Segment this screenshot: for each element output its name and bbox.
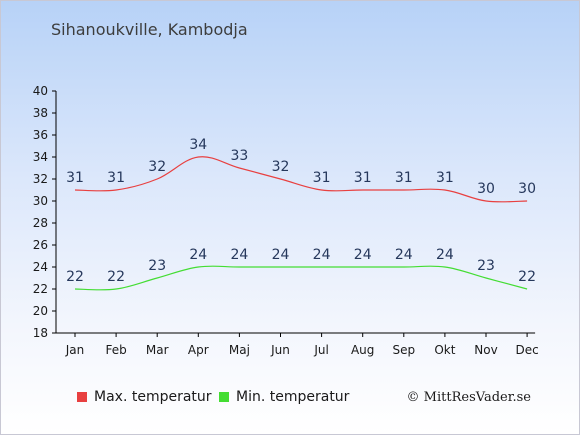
min-temperature-data-label: 24: [354, 247, 372, 263]
legend-swatch-min: [219, 392, 229, 402]
max-temperature-data-label: 30: [518, 181, 536, 197]
y-tick-label: 28: [33, 216, 48, 230]
min-temperature-data-label: 24: [230, 247, 248, 263]
page-title: Sihanoukville, Kambodja: [51, 20, 248, 39]
x-tick-label: Jun: [270, 343, 290, 357]
max-temperature-data-label: 32: [148, 159, 166, 175]
temperature-chart: 18 20 22 24 26 28 30 32 34 36 38 40 Jan Feb Mar Apr Maj J…: [33, 84, 539, 357]
max-temperature-data-label: 31: [107, 170, 125, 186]
min-temperature-data-label: 24: [189, 247, 207, 263]
y-tick-label: 34: [33, 150, 48, 164]
y-tick-label: 26: [33, 238, 48, 252]
y-tick-label: 24: [33, 260, 48, 274]
min-temperature-data-label: 24: [436, 247, 454, 263]
x-tick-label: Okt: [434, 343, 455, 357]
x-tick-label: Jan: [65, 343, 85, 357]
x-tick-label: Aug: [351, 343, 374, 357]
y-tick-label: 36: [33, 128, 48, 142]
legend-item-max: Max. temperatur: [77, 389, 212, 405]
x-tick-label: Sep: [392, 343, 415, 357]
min-temperature-data-label: 24: [313, 247, 331, 263]
min-temperature-data-label: 22: [107, 269, 125, 285]
legend-item-min: Min. temperatur: [219, 389, 349, 405]
max-temperature-data-label: 31: [66, 170, 84, 186]
x-tick-label: Mar: [146, 343, 169, 357]
y-tick-label: 18: [33, 326, 48, 340]
x-tick-label: Dec: [515, 343, 538, 357]
max-temperature-data-label: 32: [272, 159, 290, 175]
min-temperature-line: [74, 265, 528, 291]
y-tick-label: 32: [33, 172, 48, 186]
max-temperature-data-label: 31: [436, 170, 454, 186]
max-temperature-data-label: 31: [313, 170, 331, 186]
min-temperature-data-label: 22: [518, 269, 536, 285]
x-tick-label: Nov: [474, 343, 497, 357]
min-temperature-data-label: 24: [395, 247, 413, 263]
x-tick-label: Apr: [188, 343, 209, 357]
max-temperature-data-label: 30: [477, 181, 495, 197]
y-tick-label: 20: [33, 304, 48, 318]
y-tick-label: 40: [33, 84, 48, 98]
y-tick-label: 30: [33, 194, 48, 208]
x-tick-label: Feb: [105, 343, 126, 357]
max-temperature-data-label: 34: [189, 137, 207, 153]
legend-swatch-max: [77, 392, 87, 402]
min-temperature-data-label: 22: [66, 269, 84, 285]
legend-label-max: Max. temperatur: [94, 389, 212, 405]
copyright-text: © MittResVader.se: [406, 390, 531, 405]
min-temperature-data-label: 23: [477, 258, 495, 274]
x-tick-label: Maj: [229, 343, 250, 357]
max-temperature-data-label: 31: [395, 170, 413, 186]
min-temperature-data-label: 24: [272, 247, 290, 263]
y-tick-label: 38: [33, 106, 48, 120]
y-tick-label: 22: [33, 282, 48, 296]
x-tick-label: Jul: [313, 343, 328, 357]
legend: Max. temperatur Min. temperatur: [1, 389, 579, 409]
legend-label-min: Min. temperatur: [236, 389, 350, 405]
min-temperature-data-label: 23: [148, 258, 166, 274]
max-temperature-data-label: 31: [354, 170, 372, 186]
max-temperature-line: [74, 156, 528, 203]
max-temperature-data-label: 33: [230, 148, 248, 164]
